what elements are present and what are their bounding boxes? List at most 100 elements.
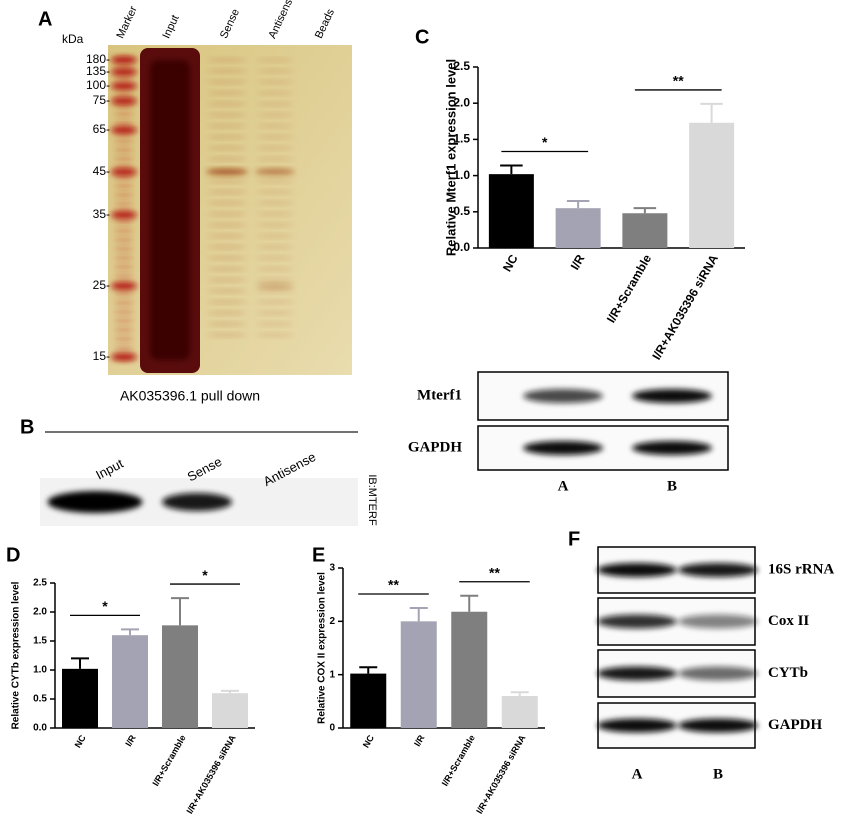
band — [207, 300, 247, 304]
band — [207, 58, 247, 62]
band — [256, 135, 294, 139]
band — [256, 322, 294, 326]
band — [256, 146, 294, 150]
blot-row-label: GAPDH — [768, 717, 822, 733]
band — [162, 493, 232, 511]
blot-row-label: Cox II — [768, 613, 809, 629]
band — [114, 228, 134, 234]
bar — [162, 625, 198, 728]
band — [114, 183, 134, 189]
x-tick-label: I/R — [568, 252, 588, 273]
band — [114, 129, 134, 135]
band — [207, 91, 247, 95]
y-tick-label: 0 — [329, 723, 335, 734]
antibody-label: IB:MTERF — [366, 474, 378, 526]
band — [256, 212, 294, 216]
band — [114, 57, 134, 63]
band — [256, 234, 294, 238]
bar — [689, 122, 735, 248]
marker-label: 35- — [93, 207, 110, 221]
band — [114, 273, 134, 279]
band — [256, 91, 294, 95]
band — [678, 563, 758, 577]
bar — [488, 174, 534, 248]
band — [207, 245, 247, 249]
band — [207, 256, 247, 260]
y-tick-label: 0.5 — [453, 204, 470, 218]
y-tick-label: 0.0 — [453, 240, 470, 254]
lane-label: Marker — [114, 4, 139, 40]
marker-label: 15- — [93, 349, 110, 363]
band — [207, 322, 247, 326]
band — [114, 219, 134, 225]
band — [256, 201, 294, 205]
band — [632, 389, 712, 403]
band — [597, 563, 677, 577]
x-tick-label: I/R+Scramble — [150, 733, 187, 788]
band — [207, 190, 247, 194]
panel-label: E — [312, 544, 325, 566]
panel-label: D — [6, 544, 20, 566]
marker-label: 180- — [86, 52, 110, 66]
band — [207, 311, 247, 315]
band — [114, 93, 134, 99]
band — [207, 278, 247, 282]
band — [256, 80, 294, 84]
band — [207, 179, 247, 183]
band — [114, 147, 134, 153]
panel-label: C — [415, 26, 429, 48]
band — [114, 327, 134, 333]
band — [256, 102, 294, 106]
band — [114, 246, 134, 252]
band — [207, 135, 247, 139]
y-tick-label: 0.0 — [33, 723, 47, 734]
band — [114, 237, 134, 243]
band — [207, 146, 247, 150]
blot-column-label: B — [713, 766, 723, 782]
band — [114, 75, 134, 81]
band — [114, 291, 134, 297]
band — [114, 102, 134, 108]
x-tick-label: I/R+Scramble — [604, 252, 654, 325]
y-tick-label: 1.5 — [33, 636, 47, 647]
significance-label: * — [202, 567, 208, 583]
lane-label: Input — [160, 13, 181, 40]
y-tick-label: 1 — [329, 669, 335, 680]
band — [207, 124, 247, 128]
band — [256, 113, 294, 117]
band — [114, 309, 134, 315]
band — [206, 169, 248, 175]
marker-label: 45- — [93, 164, 110, 178]
y-tick-label: 2 — [329, 616, 335, 627]
band — [111, 97, 137, 105]
band — [114, 165, 134, 171]
y-axis-label: Relative Mterf1 expression level — [443, 59, 458, 256]
band — [256, 311, 294, 315]
band — [207, 80, 247, 84]
y-tick-label: 2.0 — [33, 607, 47, 618]
x-tick-label: I/R — [412, 733, 427, 748]
bar — [400, 621, 437, 728]
lane-label: Beads — [313, 7, 337, 41]
bar — [212, 693, 248, 728]
significance-label: * — [542, 134, 548, 150]
band — [523, 441, 603, 455]
y-axis-label: Relative COX II expression level — [317, 572, 328, 724]
band — [114, 282, 134, 288]
y-tick-label: 2.5 — [453, 59, 470, 73]
band — [678, 718, 758, 733]
marker-label: 25- — [93, 278, 110, 292]
bar — [62, 668, 98, 728]
lane-label: Sense — [218, 7, 242, 40]
band — [256, 278, 294, 282]
bar — [112, 635, 148, 728]
significance-label: ** — [489, 564, 500, 580]
bar — [622, 213, 668, 248]
band — [256, 58, 294, 62]
band — [114, 318, 134, 324]
band — [207, 69, 247, 73]
significance-label: ** — [673, 73, 684, 89]
marker-label: 65- — [93, 122, 110, 136]
y-axis-label: Relative CYTb expression level — [11, 581, 22, 729]
band — [114, 255, 134, 261]
